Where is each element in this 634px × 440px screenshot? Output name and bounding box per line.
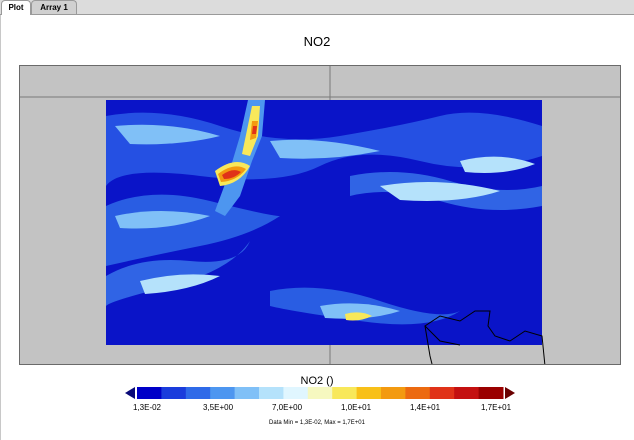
colorbar-cells — [137, 387, 504, 399]
colorbar-tick-label: 1,3E-02 — [132, 403, 162, 412]
map-frame[interactable] — [19, 65, 621, 365]
colorbar-cell — [234, 387, 260, 399]
colorbar-cell — [137, 387, 162, 399]
colorbar-cell — [405, 387, 431, 399]
tab-bar: Plot Array 1 — [0, 0, 634, 15]
colorbar-title: NO2 () — [300, 375, 334, 387]
colorbar-min-arrow — [125, 387, 135, 399]
colorbar-max-arrow — [505, 387, 515, 399]
colorbar-cell — [478, 387, 504, 399]
colorbar-cell — [332, 387, 358, 399]
tab-plot[interactable]: Plot — [1, 0, 31, 15]
map-canvas[interactable] — [20, 66, 620, 364]
data-range-text: Data Min = 1,3E-02, Max = 1,7E+01 — [269, 420, 365, 426]
colorbar-tick-label: 1,7E+01 — [480, 403, 512, 412]
colorbar-cell — [454, 387, 480, 399]
colorbar-cell — [283, 387, 309, 399]
colorbar-cell — [356, 387, 382, 399]
colorbar-cell — [381, 387, 406, 399]
colorbar-tick-label: 3,5E+00 — [202, 403, 234, 412]
colorbar-cell — [259, 387, 284, 399]
colorbar-cell — [210, 387, 236, 399]
colorbar-tick-label: 7,0E+00 — [271, 403, 303, 412]
colorbar-tick-label: 1,0E+01 — [340, 403, 372, 412]
colorbar — [125, 387, 515, 399]
plot-title: NO2 — [303, 34, 331, 49]
tab-array-1[interactable]: Array 1 — [31, 0, 77, 14]
colorbar-cell — [185, 387, 211, 399]
coastline-west — [424, 325, 433, 364]
colorbar-tick-label: 1,4E+01 — [409, 403, 441, 412]
colorbar-cell — [161, 387, 187, 399]
colorbar-cell — [307, 387, 333, 399]
concentration-field — [106, 100, 542, 345]
colorbar-cell — [429, 387, 455, 399]
